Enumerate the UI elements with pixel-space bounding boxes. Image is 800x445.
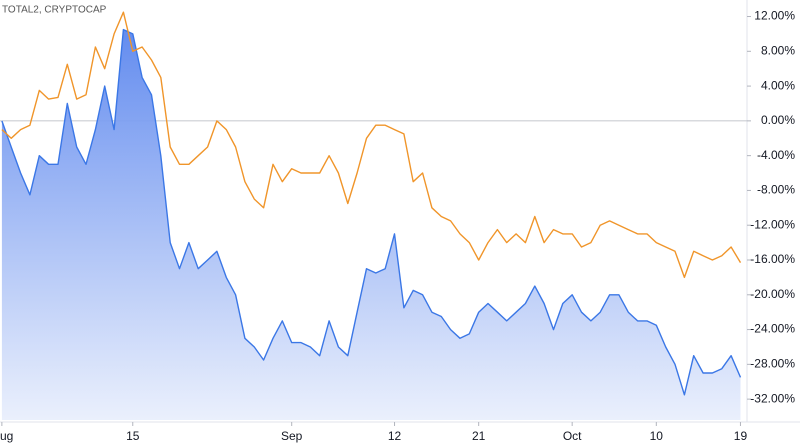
- x-tick-label: 21: [472, 429, 486, 443]
- area-fill: [1, 29, 741, 420]
- x-tick-label: 10: [650, 429, 664, 443]
- y-tick-label: 8.00%: [761, 43, 795, 57]
- x-tick-label: 12: [388, 429, 402, 443]
- y-tick-label: 0.00%: [761, 113, 795, 127]
- series-line: [1, 11, 742, 279]
- x-tick-label: ug: [0, 429, 13, 443]
- series-line: [1, 28, 742, 396]
- y-tick-label: -4.00%: [757, 148, 795, 162]
- y-tick-label: -32.00%: [750, 391, 795, 405]
- y-tick-label: -12.00%: [750, 217, 795, 231]
- y-tick-label: -16.00%: [750, 252, 795, 266]
- y-tick-label: -20.00%: [750, 287, 795, 301]
- symbol-label: TOTAL2, CRYPTOCAP: [2, 5, 107, 16]
- x-tick-label: Oct: [563, 429, 582, 443]
- y-tick-label: -8.00%: [757, 183, 795, 197]
- x-tick-label: 19: [734, 429, 748, 443]
- x-tick-label: 15: [126, 429, 140, 443]
- y-tick-label: 12.00%: [754, 9, 795, 23]
- x-tick-label: Sep: [281, 429, 303, 443]
- y-tick-label: -24.00%: [750, 322, 795, 336]
- y-tick-label: -28.00%: [750, 357, 795, 371]
- y-tick-label: 4.00%: [761, 78, 795, 92]
